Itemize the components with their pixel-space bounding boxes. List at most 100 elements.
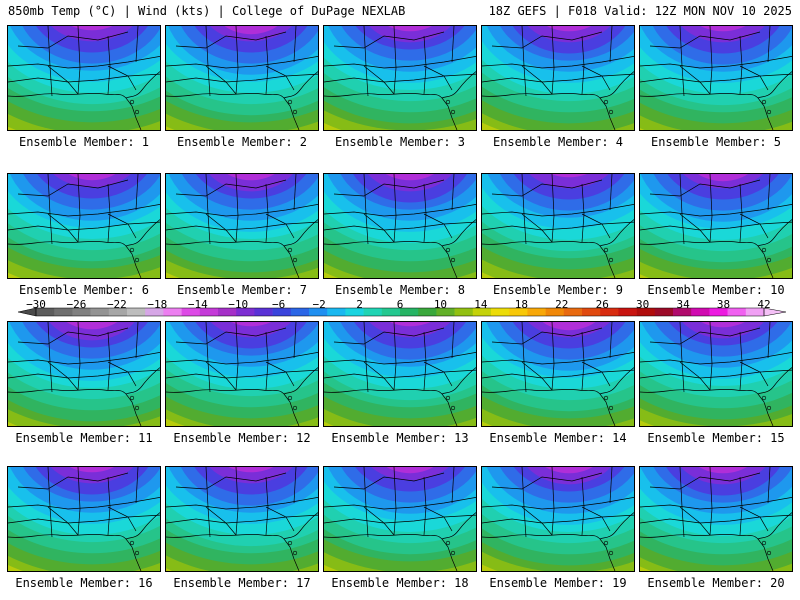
ensemble-member-caption: Ensemble Member: 8	[334, 283, 466, 297]
color-scale-swatch	[345, 308, 364, 316]
color-scale-swatch	[472, 308, 492, 316]
ensemble-member-caption: Ensemble Member: 5	[650, 135, 782, 149]
ensemble-member-map	[481, 25, 635, 131]
ensemble-member-caption: Ensemble Member: 9	[492, 283, 624, 297]
ensemble-member-caption: Ensemble Member: 16	[15, 576, 153, 590]
color-scale-tick-label: 2	[356, 298, 363, 311]
color-scale-swatch	[90, 308, 110, 316]
ensemble-member-map	[7, 466, 161, 572]
ensemble-member-caption: Ensemble Member: 18	[331, 576, 469, 590]
ensemble-member-map	[639, 321, 793, 427]
ensemble-member-map	[639, 25, 793, 131]
color-scale-tick-label: −26	[66, 298, 87, 311]
color-scale-swatch	[454, 308, 474, 316]
ensemble-member-caption: Ensemble Member: 11	[15, 431, 153, 445]
color-scale-swatch	[709, 308, 728, 316]
color-scale-swatch	[509, 308, 528, 316]
color-scale-tick-label: −30	[26, 298, 46, 311]
color-scale-swatch	[272, 308, 292, 316]
color-scale-swatch	[545, 308, 565, 316]
ensemble-member-caption: Ensemble Member: 10	[647, 283, 785, 297]
ensemble-member-map	[481, 321, 635, 427]
color-scale-swatch	[54, 308, 73, 316]
ensemble-member-caption: Ensemble Member: 20	[647, 576, 785, 590]
ensemble-member-map	[165, 25, 319, 131]
ensemble-member-map	[7, 25, 161, 131]
ensemble-member-map	[323, 466, 477, 572]
ensemble-member-map	[481, 173, 635, 279]
color-scale-swatch	[290, 308, 310, 316]
color-scale-bar	[17, 307, 787, 317]
ensemble-member-caption: Ensemble Member: 7	[176, 283, 308, 297]
ensemble-member-map	[165, 321, 319, 427]
color-scale-swatch	[654, 308, 674, 316]
ensemble-member-caption: Ensemble Member: 13	[331, 431, 469, 445]
ensemble-member-caption: Ensemble Member: 17	[173, 576, 311, 590]
ensemble-member-map	[323, 173, 477, 279]
color-scale-tick-label: −22	[106, 298, 127, 311]
color-scale-swatch	[254, 308, 273, 316]
ensemble-member-caption: Ensemble Member: 1	[18, 135, 150, 149]
ensemble-member-map	[481, 466, 635, 572]
ensemble-member-map	[7, 321, 161, 427]
chart-title: 850mb Temp (°C) | Wind (kts) | College o…	[8, 4, 406, 18]
ensemble-member-caption: Ensemble Member: 14	[489, 431, 627, 445]
ensemble-member-map	[639, 173, 793, 279]
ensemble-member-caption: Ensemble Member: 6	[18, 283, 150, 297]
run-valid-time: 18Z GEFS | F018 Valid: 12Z MON NOV 10 20…	[488, 4, 792, 18]
color-scale-swatch	[527, 308, 546, 316]
color-scale-swatch	[108, 308, 128, 316]
color-scale-swatch	[181, 308, 201, 316]
color-scale-swatch	[673, 308, 692, 316]
color-scale-swatch	[691, 308, 710, 316]
color-scale-swatch	[36, 308, 55, 316]
color-scale-swatch	[127, 308, 146, 316]
ensemble-member-caption: Ensemble Member: 15	[647, 431, 785, 445]
color-scale-swatch	[582, 308, 601, 316]
color-scale-tick-label: −2	[312, 298, 326, 311]
color-scale-tick-label: 14	[474, 298, 488, 311]
color-scale-swatch	[309, 308, 328, 316]
ensemble-member-caption: Ensemble Member: 3	[334, 135, 466, 149]
color-scale-tick-label: 26	[595, 298, 609, 311]
ensemble-member-caption: Ensemble Member: 19	[489, 576, 627, 590]
ensemble-member-caption: Ensemble Member: 2	[176, 135, 308, 149]
color-scale-tick-label: −14	[187, 298, 208, 311]
color-scale-swatch	[218, 308, 237, 316]
color-scale-tick-label: −10	[228, 298, 249, 311]
color-scale-swatch	[745, 308, 765, 316]
color-scale-swatch	[363, 308, 383, 316]
ensemble-member-map	[165, 173, 319, 279]
color-scale-tick-label: −18	[147, 298, 168, 311]
color-scale-tick-label: 6	[396, 298, 404, 311]
color-scale-swatch	[636, 308, 656, 316]
ensemble-member-caption: Ensemble Member: 12	[173, 431, 311, 445]
ensemble-member-map	[639, 466, 793, 572]
color-scale-swatch	[436, 308, 455, 316]
color-scale-tick-label: 10	[433, 298, 448, 311]
color-scale-swatch	[236, 308, 255, 316]
ensemble-member-map	[7, 173, 161, 279]
color-scale-swatch	[163, 308, 182, 316]
color-scale-tick-label: 42	[757, 298, 771, 311]
ensemble-member-caption: Ensemble Member: 4	[492, 135, 624, 149]
color-scale-tick-label: 38	[716, 298, 731, 311]
color-scale-swatch	[600, 308, 619, 316]
color-scale-swatch	[418, 308, 437, 316]
color-scale-tick-label: 18	[514, 298, 528, 311]
color-scale-tick-label: −6	[272, 298, 286, 311]
color-scale-swatch	[327, 308, 346, 316]
color-scale-swatch	[381, 308, 401, 316]
color-scale-swatch	[72, 308, 91, 316]
color-scale-tick-label: 34	[676, 298, 690, 311]
color-scale-swatch	[199, 308, 219, 316]
color-scale-swatch	[727, 308, 747, 316]
color-scale-swatch	[618, 308, 637, 316]
color-scale-tick-label: 30	[636, 298, 650, 311]
color-scale-tick-label: 22	[555, 298, 569, 311]
color-scale-swatch	[563, 308, 583, 316]
ensemble-member-map	[323, 25, 477, 131]
color-scale-swatch	[400, 308, 419, 316]
color-scale-swatch	[491, 308, 510, 316]
ensemble-member-map	[323, 321, 477, 427]
